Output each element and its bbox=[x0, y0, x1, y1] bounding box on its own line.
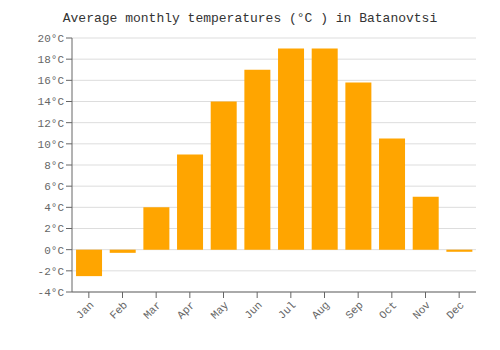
svg-text:Feb: Feb bbox=[108, 299, 130, 321]
svg-text:Aug: Aug bbox=[310, 299, 332, 321]
svg-text:May: May bbox=[209, 299, 232, 322]
svg-text:Mar: Mar bbox=[141, 299, 163, 321]
svg-text:16°C: 16°C bbox=[38, 75, 65, 87]
svg-text:2°C: 2°C bbox=[44, 223, 64, 235]
svg-text:0°C: 0°C bbox=[44, 245, 64, 257]
svg-text:10°C: 10°C bbox=[38, 139, 65, 151]
svg-text:14°C: 14°C bbox=[38, 96, 65, 108]
svg-text:12°C: 12°C bbox=[38, 118, 65, 130]
svg-text:-4°C: -4°C bbox=[38, 287, 65, 299]
svg-text:Jun: Jun bbox=[242, 299, 264, 321]
html-text:Average monthly temperatures (: Average monthly temperatures (°C ) in Ba… bbox=[62, 11, 438, 26]
svg-text:6°C: 6°C bbox=[44, 181, 64, 193]
svg-text:Dec: Dec bbox=[444, 299, 466, 321]
svg-text:Oct: Oct bbox=[377, 299, 399, 321]
svg-text:-2°C: -2°C bbox=[38, 266, 65, 278]
svg-text:Sep: Sep bbox=[343, 299, 365, 321]
svg-text:20°C: 20°C bbox=[38, 33, 65, 45]
svg-text:Jan: Jan bbox=[74, 299, 96, 321]
svg-text:8°C: 8°C bbox=[44, 160, 64, 172]
svg-text:Nov: Nov bbox=[411, 299, 434, 322]
svg-text:Apr: Apr bbox=[175, 299, 197, 321]
svg-text:Jul: Jul bbox=[276, 299, 298, 321]
svg-text:4°C: 4°C bbox=[44, 202, 64, 214]
svg-text:18°C: 18°C bbox=[38, 54, 65, 66]
